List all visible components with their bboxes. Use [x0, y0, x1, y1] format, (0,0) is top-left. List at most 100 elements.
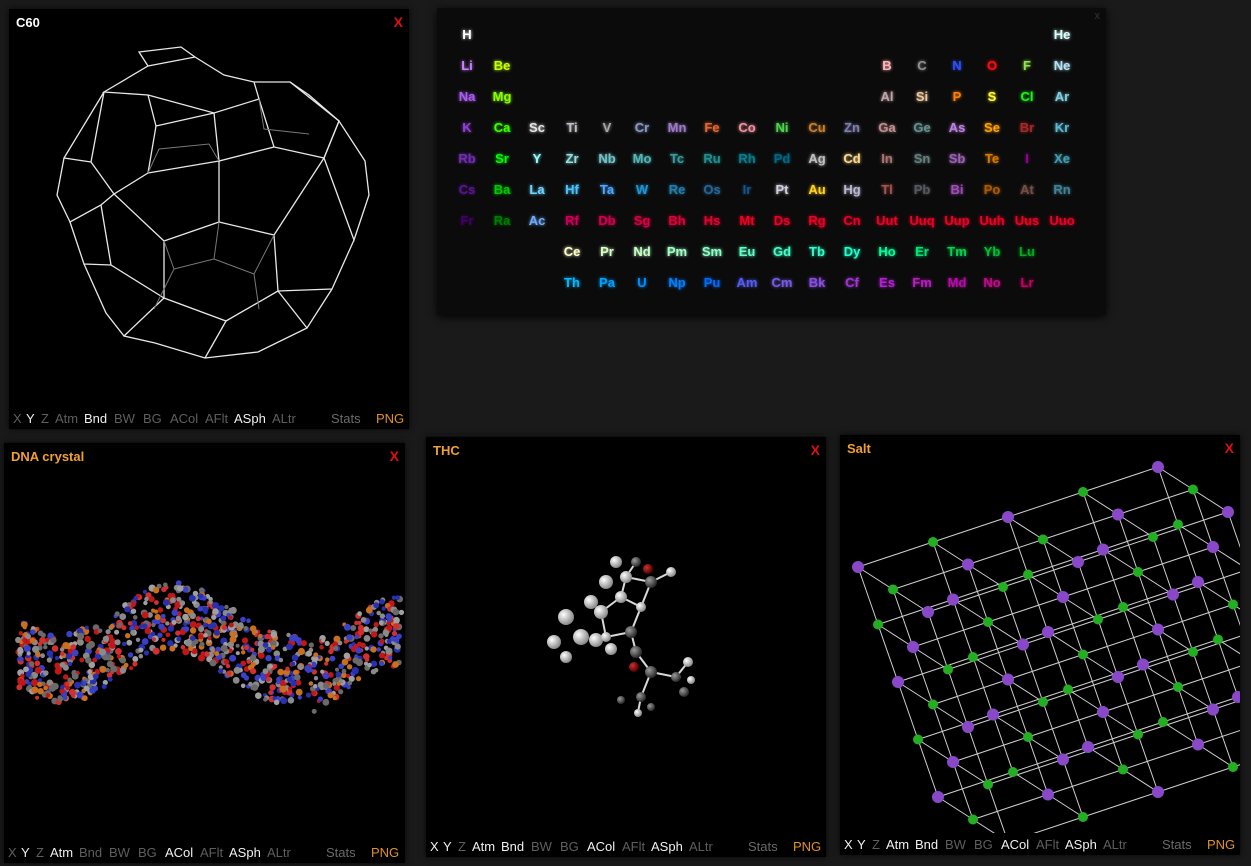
- element-th[interactable]: Th: [564, 275, 580, 290]
- element-re[interactable]: Re: [668, 182, 686, 197]
- toggle-x-button[interactable]: X: [844, 837, 853, 852]
- element-ta[interactable]: Ta: [599, 182, 615, 197]
- toggle-acol-button[interactable]: ACol: [165, 845, 194, 860]
- viewer-panel-salt[interactable]: Salt X X Y Z Atm Bnd BW BG ACol AFlt ASph ALtr Stat…: [840, 435, 1240, 855]
- element-o[interactable]: O: [986, 58, 998, 73]
- element-sr[interactable]: Sr: [495, 151, 509, 166]
- element-k[interactable]: K: [462, 120, 472, 135]
- toggle-altr-button[interactable]: ALtr: [267, 845, 291, 860]
- element-np[interactable]: Np: [668, 275, 686, 290]
- element-as[interactable]: As: [948, 120, 966, 135]
- toggle-x-button[interactable]: X: [430, 839, 439, 854]
- element-zr[interactable]: Zr: [565, 151, 579, 166]
- toggle-aflt-button[interactable]: AFlt: [200, 845, 224, 860]
- element-ir[interactable]: Ir: [742, 182, 752, 197]
- toggle-z-button[interactable]: Z: [36, 845, 44, 860]
- toggle-acol-button[interactable]: ACol: [587, 839, 616, 854]
- element-uus[interactable]: Uus: [1014, 213, 1040, 228]
- element-cu[interactable]: Cu: [808, 120, 826, 135]
- element-co[interactable]: Co: [738, 120, 756, 135]
- toggle-y-button[interactable]: Y: [21, 845, 30, 860]
- stats-button[interactable]: Stats: [326, 845, 356, 860]
- element-xe[interactable]: Xe: [1054, 151, 1070, 166]
- element-cl[interactable]: Cl: [1020, 89, 1034, 104]
- element-cd[interactable]: Cd: [843, 151, 861, 166]
- element-lr[interactable]: Lr: [1020, 275, 1034, 290]
- element-lu[interactable]: Lu: [1019, 244, 1035, 259]
- element-ga[interactable]: Ga: [878, 120, 896, 135]
- element-rh[interactable]: Rh: [738, 151, 756, 166]
- element-cn[interactable]: Cn: [843, 213, 861, 228]
- element-ar[interactable]: Ar: [1054, 89, 1070, 104]
- element-pm[interactable]: Pm: [666, 244, 688, 259]
- element-zn[interactable]: Zn: [844, 120, 860, 135]
- element-ti[interactable]: Ti: [566, 120, 578, 135]
- stats-button[interactable]: Stats: [748, 839, 778, 854]
- toggle-asph-button[interactable]: ASph: [651, 839, 683, 854]
- toggle-x-button[interactable]: X: [8, 845, 17, 860]
- element-te[interactable]: Te: [984, 151, 1000, 166]
- element-in[interactable]: In: [881, 151, 893, 166]
- element-w[interactable]: W: [635, 182, 649, 197]
- element-ge[interactable]: Ge: [913, 120, 931, 135]
- element-pt[interactable]: Pt: [775, 182, 789, 197]
- toggle-bg-button[interactable]: BG: [974, 837, 993, 852]
- toggle-bg-button[interactable]: BG: [143, 411, 162, 426]
- element-uup[interactable]: Uup: [944, 213, 970, 228]
- element-cr[interactable]: Cr: [634, 120, 650, 135]
- toggle-y-button[interactable]: Y: [443, 839, 452, 854]
- c60-wireframe[interactable]: [9, 9, 409, 407]
- close-panel-button[interactable]: X: [810, 442, 820, 458]
- toggle-bw-button[interactable]: BW: [109, 845, 130, 860]
- toggle-aflt-button[interactable]: AFlt: [205, 411, 229, 426]
- toggle-altr-button[interactable]: ALtr: [689, 839, 713, 854]
- element-mt[interactable]: Mt: [739, 213, 755, 228]
- element-ba[interactable]: Ba: [493, 182, 511, 197]
- element-ru[interactable]: Ru: [703, 151, 721, 166]
- viewer-panel-c60[interactable]: C60 X X Y Z Atm Bnd BW BG ACol AFlt ASph ALtr Stats…: [9, 9, 409, 429]
- toggle-y-button[interactable]: Y: [857, 837, 866, 852]
- toggle-atm-button[interactable]: Atm: [886, 837, 910, 852]
- thc-molecule-view[interactable]: [426, 437, 826, 835]
- toggle-altr-button[interactable]: ALtr: [1103, 837, 1127, 852]
- element-n[interactable]: N: [952, 58, 962, 73]
- element-at[interactable]: At: [1020, 182, 1034, 197]
- toggle-asph-button[interactable]: ASph: [234, 411, 266, 426]
- toggle-atm-button[interactable]: Atm: [50, 845, 74, 860]
- toggle-bw-button[interactable]: BW: [114, 411, 135, 426]
- stats-button[interactable]: Stats: [331, 411, 361, 426]
- toggle-x-button[interactable]: X: [13, 411, 22, 426]
- export-png-button[interactable]: PNG: [376, 411, 405, 426]
- toggle-acol-button[interactable]: ACol: [170, 411, 199, 426]
- toggle-bg-button[interactable]: BG: [560, 839, 579, 854]
- element-la[interactable]: La: [529, 182, 545, 197]
- viewer-panel-dna[interactable]: DNA crystal X X Y Z Atm Bnd BW BG ACol AFlt ASph A…: [4, 443, 405, 863]
- element-os[interactable]: Os: [703, 182, 721, 197]
- element-hg[interactable]: Hg: [843, 182, 861, 197]
- element-rg[interactable]: Rg: [808, 213, 826, 228]
- element-bi[interactable]: Bi: [950, 182, 964, 197]
- element-cf[interactable]: Cf: [845, 275, 859, 290]
- element-sg[interactable]: Sg: [633, 213, 651, 228]
- element-ca[interactable]: Ca: [493, 120, 511, 135]
- element-fr[interactable]: Fr: [460, 213, 474, 228]
- element-bk[interactable]: Bk: [808, 275, 826, 290]
- element-tm[interactable]: Tm: [947, 244, 967, 259]
- toggle-z-button[interactable]: Z: [41, 411, 49, 426]
- toggle-bnd-button[interactable]: Bnd: [79, 845, 103, 860]
- element-f[interactable]: F: [1023, 58, 1031, 73]
- element-er[interactable]: Er: [915, 244, 929, 259]
- element-v[interactable]: V: [602, 120, 612, 135]
- element-no[interactable]: No: [983, 275, 1001, 290]
- element-hs[interactable]: Hs: [703, 213, 721, 228]
- element-tc[interactable]: Tc: [669, 151, 685, 166]
- element-h[interactable]: H: [462, 27, 472, 42]
- toggle-bnd-button[interactable]: Bnd: [915, 837, 939, 852]
- toggle-aflt-button[interactable]: AFlt: [1036, 837, 1060, 852]
- toggle-bg-button[interactable]: BG: [138, 845, 157, 860]
- element-ho[interactable]: Ho: [878, 244, 896, 259]
- element-yb[interactable]: Yb: [983, 244, 1001, 259]
- element-uuo[interactable]: Uuo: [1049, 213, 1075, 228]
- element-es[interactable]: Es: [879, 275, 895, 290]
- element-he[interactable]: He: [1053, 27, 1071, 42]
